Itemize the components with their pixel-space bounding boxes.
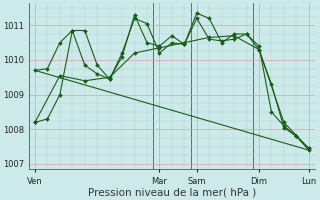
X-axis label: Pression niveau de la mer( hPa ): Pression niveau de la mer( hPa ) (88, 187, 256, 197)
